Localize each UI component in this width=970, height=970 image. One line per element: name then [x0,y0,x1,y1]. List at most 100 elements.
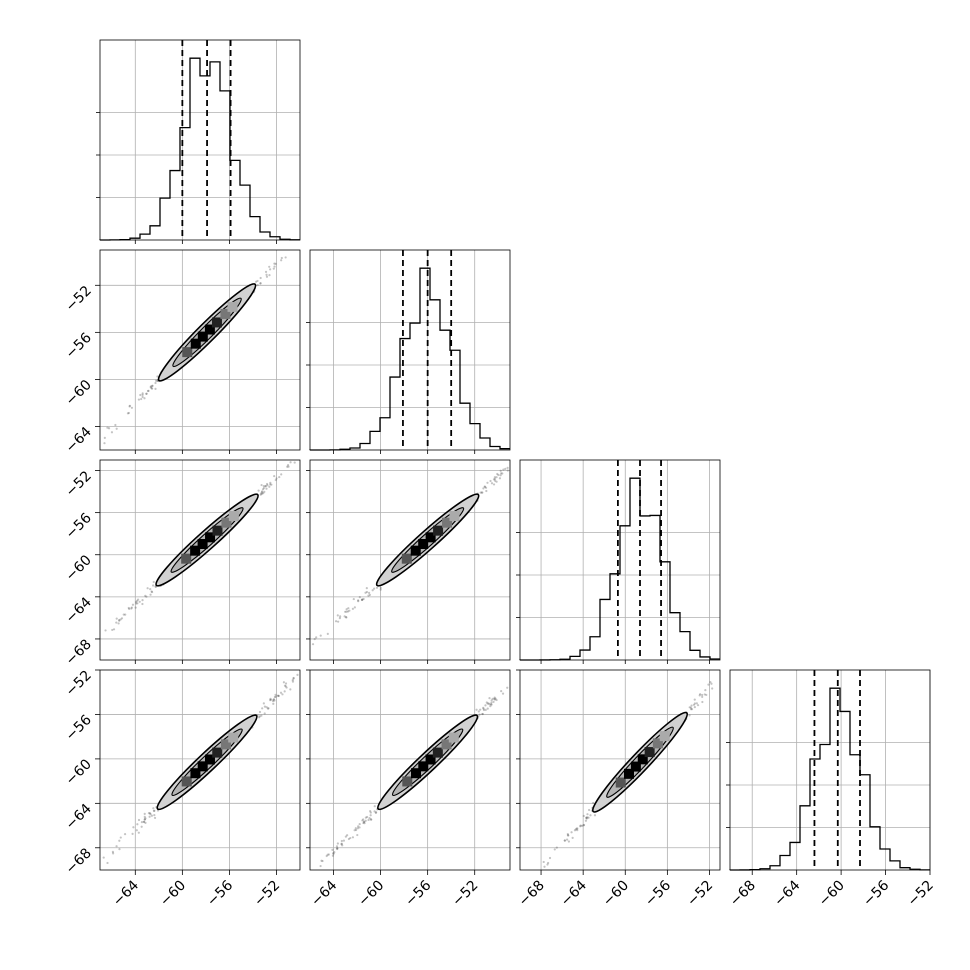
sample-point [489,479,492,483]
sample-point [363,820,366,823]
sample-point [110,431,114,434]
sample-point [150,387,153,390]
density-cell [449,510,460,521]
x-tick-label: −60 [816,878,848,910]
sample-point [589,814,592,817]
sample-point [336,842,339,845]
sample-point [345,610,348,613]
sample-point [490,703,493,706]
sample-point [106,426,109,429]
sample-point [151,584,155,587]
sample-point [326,853,329,856]
sample-point [269,481,272,484]
sample-point [269,698,273,701]
y-tick-label: −68 [63,636,95,668]
sample-point [268,485,271,488]
sample-point [143,818,146,821]
sample-point [280,473,283,476]
sample-point [123,832,127,836]
sample-point [142,820,146,823]
sample-point [689,708,693,711]
y-tick-label: −64 [63,594,95,626]
sample-point [363,822,366,825]
sample-point [367,818,370,822]
sample-point [482,487,485,490]
sample-point [270,483,273,486]
sample-point [501,692,505,695]
sample-point [592,801,595,805]
sample-point [147,812,151,815]
sample-point [260,490,264,493]
sample-point [587,808,591,812]
sample-point [358,826,361,829]
sample-point [493,696,496,699]
sample-point [261,492,264,495]
y-tick-label: −52 [63,468,95,500]
sample-point [272,698,276,701]
sample-point [269,697,272,700]
sample-point [260,483,263,487]
panel-frame [309,249,511,451]
histogram-panel-0 [96,39,301,244]
sample-point [501,472,504,475]
sample-point [115,621,118,624]
sample-point [479,491,482,494]
sample-point [137,398,141,401]
sample-point [118,618,121,622]
sample-point [365,587,368,590]
sample-point [265,482,269,486]
sample-point [701,693,704,697]
histogram-panel-2 [516,459,721,664]
sample-point [579,824,582,827]
scatter-panel-3-1: −64 −60 −56 −52 [306,669,511,910]
density-cell [212,525,223,536]
density-cell [190,768,201,779]
sample-point [346,610,350,613]
sample-point [344,616,348,619]
sample-point [357,599,360,602]
density-cell [418,761,429,772]
sample-point [371,589,374,592]
sample-point [284,685,287,688]
sample-point [117,622,120,625]
density-cell [220,308,231,319]
sample-point [485,701,488,704]
y-tick-label: −56 [63,510,95,542]
sample-point [493,697,496,700]
sample-point [274,478,277,482]
sample-point [370,818,373,821]
sample-point [693,706,696,709]
sample-point [104,629,107,632]
sample-point [490,699,493,702]
sample-point [147,389,150,392]
sample-point [291,678,294,682]
sample-point [264,485,267,488]
sample-point [107,427,111,430]
sample-point [263,490,266,493]
sample-point [269,483,272,486]
sample-point [140,821,144,824]
sample-point [369,818,373,821]
sample-point [144,817,147,820]
sample-point [111,850,115,853]
sample-point [274,262,277,265]
sample-point [486,702,489,705]
sample-point [130,606,133,609]
sample-point [486,707,489,710]
density-cell [441,739,452,750]
sample-point [693,698,696,701]
sample-point [337,620,340,623]
histogram-panel-1 [306,249,511,454]
sample-point [259,282,262,285]
sample-point [156,379,159,382]
sample-point [260,491,263,494]
sample-point [141,602,144,606]
x-tick-label: −52 [251,878,283,910]
sample-point [256,279,259,283]
sample-point [263,705,267,708]
sample-point [701,695,704,699]
sample-point [506,469,509,472]
sample-point [688,706,691,709]
sample-point [575,827,578,830]
sample-point [144,821,147,825]
